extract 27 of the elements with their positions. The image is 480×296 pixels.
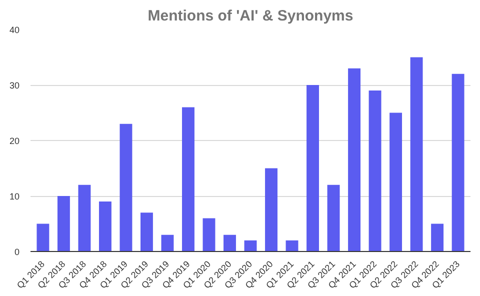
bar: [78, 184, 91, 252]
bar: [306, 85, 319, 252]
bar: [140, 212, 153, 252]
bar: [182, 107, 194, 252]
bar: [410, 57, 423, 252]
bar: [98, 202, 112, 252]
bar: [244, 240, 257, 252]
chart-title: Mentions of 'AI' & Synonyms: [148, 8, 354, 24]
bar: [265, 168, 278, 252]
bar: [368, 90, 382, 252]
y-tick-label: 30: [9, 80, 20, 90]
bar: [202, 218, 216, 252]
bar: [390, 112, 402, 252]
bar: [348, 68, 360, 252]
bar: [327, 184, 340, 252]
y-tick-label: 10: [9, 192, 20, 202]
bar: [431, 224, 444, 252]
bar: [161, 234, 174, 252]
y-tick-label: 0: [14, 247, 20, 257]
bar: [286, 240, 298, 252]
y-tick-label: 20: [9, 136, 20, 146]
bar: [224, 234, 236, 252]
bar: [57, 196, 70, 252]
bar: [120, 124, 132, 252]
bar: [452, 74, 464, 252]
bar: [36, 224, 50, 252]
y-tick-label: 40: [9, 25, 20, 35]
